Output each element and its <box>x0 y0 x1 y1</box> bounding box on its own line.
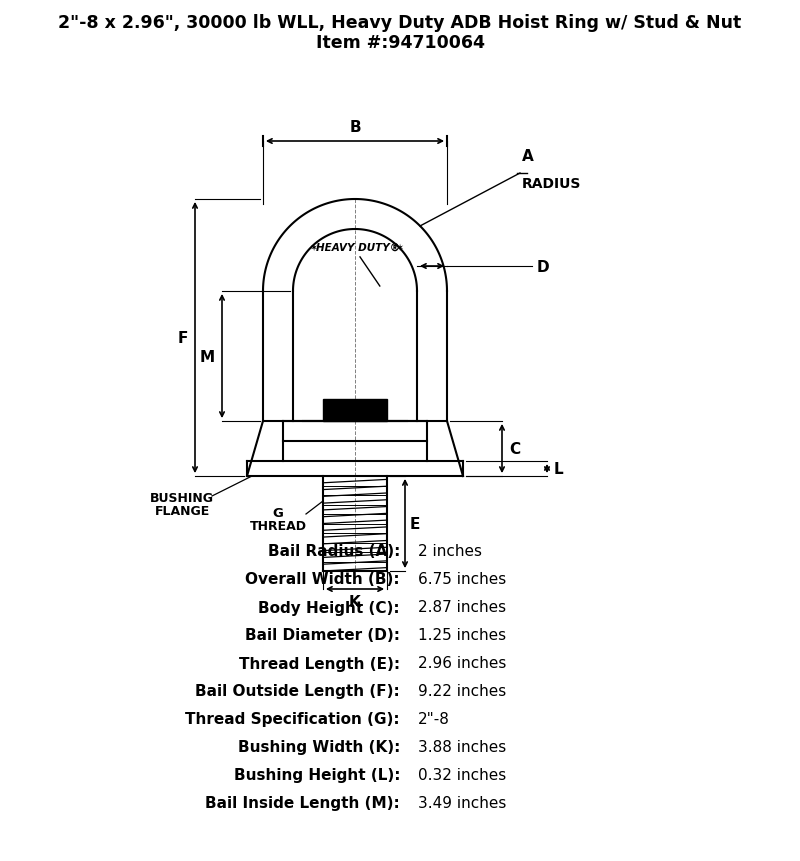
Text: A: A <box>522 149 534 164</box>
Text: Bail Radius (A):: Bail Radius (A): <box>268 544 400 559</box>
Text: Body Height (C):: Body Height (C): <box>258 600 400 615</box>
Text: Thread Specification (G):: Thread Specification (G): <box>186 712 400 727</box>
Text: F: F <box>178 331 188 345</box>
Text: ✶: ✶ <box>309 242 317 252</box>
Text: Bushing Height (L):: Bushing Height (L): <box>234 768 400 783</box>
Text: HEAVY DUTY®: HEAVY DUTY® <box>316 242 400 252</box>
Text: G: G <box>273 506 283 519</box>
Text: M: M <box>200 349 215 364</box>
Text: BUSHING: BUSHING <box>150 492 214 505</box>
Text: E: E <box>410 517 420 531</box>
Text: Bail Outside Length (F):: Bail Outside Length (F): <box>195 684 400 698</box>
Text: ✶: ✶ <box>395 242 404 252</box>
Text: RADIUS: RADIUS <box>522 177 582 191</box>
Text: 2.87 inches: 2.87 inches <box>418 600 506 615</box>
Text: Overall Width (B):: Overall Width (B): <box>246 572 400 587</box>
Text: C: C <box>509 442 520 456</box>
Text: L: L <box>554 461 564 476</box>
Text: 6.75 inches: 6.75 inches <box>418 572 506 587</box>
Text: THREAD: THREAD <box>250 519 306 532</box>
Text: K: K <box>349 594 361 610</box>
Text: 3.88 inches: 3.88 inches <box>418 740 506 754</box>
Text: 2 inches: 2 inches <box>418 544 482 559</box>
Bar <box>323 400 387 422</box>
Text: Item #:94710064: Item #:94710064 <box>315 34 485 52</box>
Text: B: B <box>349 120 361 135</box>
Text: D: D <box>537 259 550 274</box>
Text: 9.22 inches: 9.22 inches <box>418 684 506 698</box>
Text: 2"-8 x 2.96", 30000 lb WLL, Heavy Duty ADB Hoist Ring w/ Stud & Nut: 2"-8 x 2.96", 30000 lb WLL, Heavy Duty A… <box>58 14 742 32</box>
Text: Bail Inside Length (M):: Bail Inside Length (M): <box>206 796 400 810</box>
Text: 2.96 inches: 2.96 inches <box>418 656 506 671</box>
Text: 0.32 inches: 0.32 inches <box>418 768 506 783</box>
Text: 3.49 inches: 3.49 inches <box>418 796 506 810</box>
Text: FLANGE: FLANGE <box>154 505 210 517</box>
Text: 1.25 inches: 1.25 inches <box>418 628 506 643</box>
Text: Bushing Width (K):: Bushing Width (K): <box>238 740 400 754</box>
Text: Thread Length (E):: Thread Length (E): <box>239 656 400 671</box>
Text: Bail Diameter (D):: Bail Diameter (D): <box>245 628 400 643</box>
Text: 2"-8: 2"-8 <box>418 712 450 727</box>
